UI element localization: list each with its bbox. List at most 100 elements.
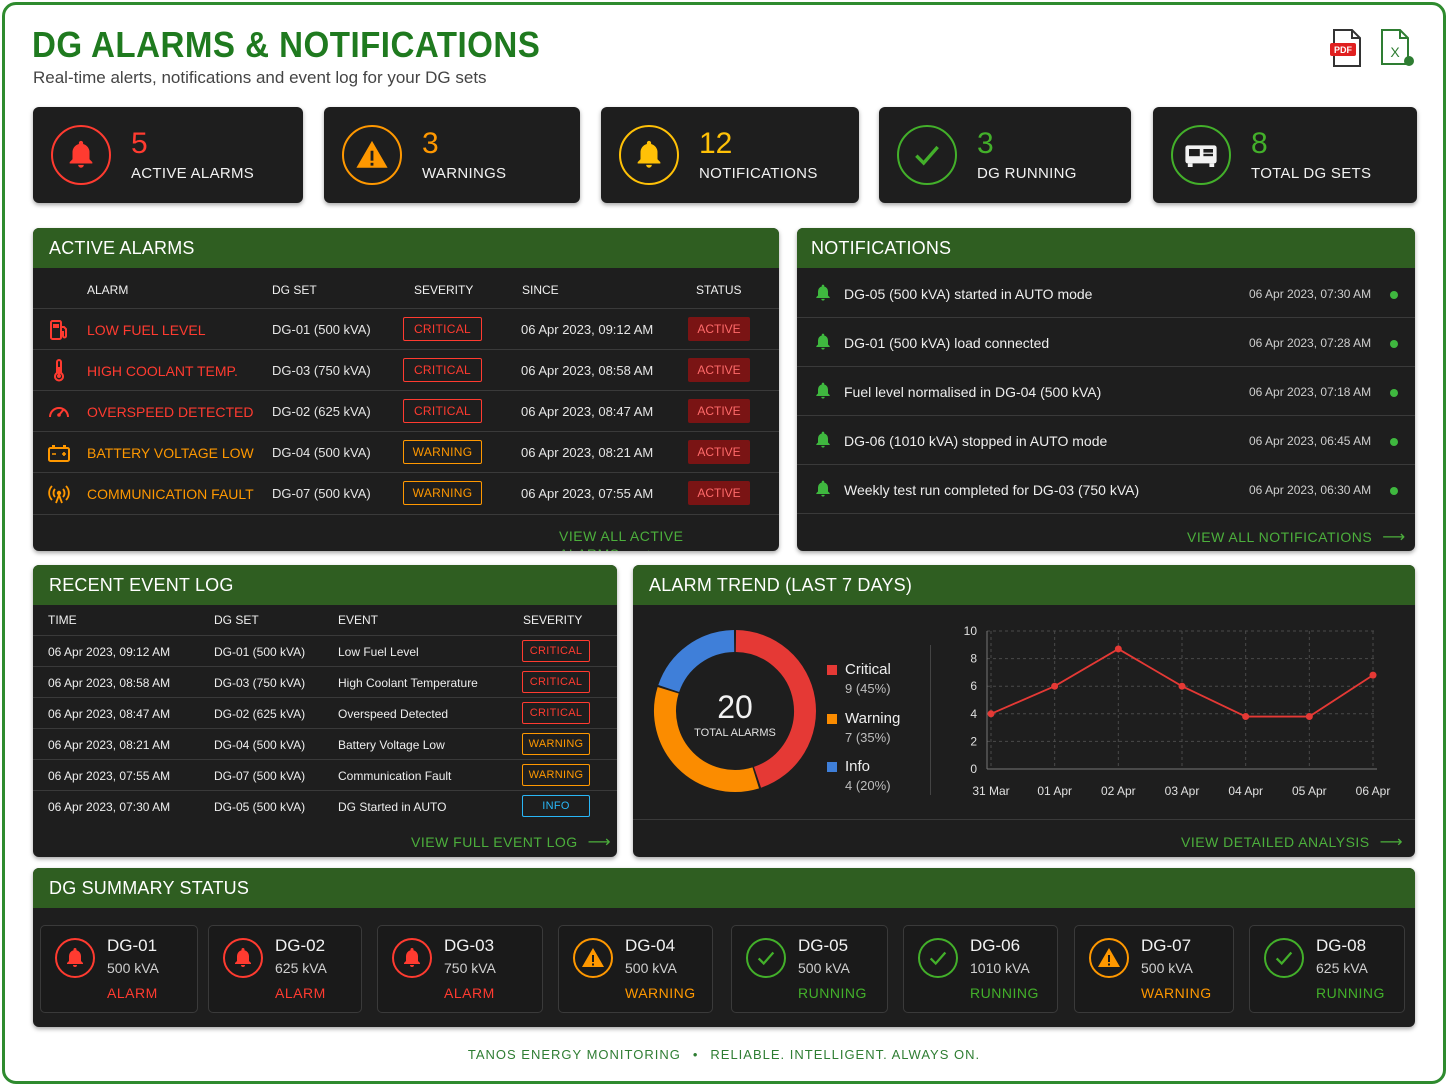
table-row[interactable]: 06 Apr 2023, 08:21 AM DG-04 (500 kVA) Ba… — [33, 728, 617, 759]
notification-time: 06 Apr 2023, 07:18 AM — [1249, 385, 1372, 399]
table-row[interactable]: 06 Apr 2023, 09:12 AM DG-01 (500 kVA) Lo… — [33, 635, 617, 666]
dg-capacity: 750 kVA — [444, 960, 496, 976]
dg-capacity: 500 kVA — [1141, 960, 1193, 976]
excel-file-icon: X — [1381, 29, 1414, 66]
svg-text:X: X — [1390, 44, 1400, 60]
check-icon — [746, 938, 786, 978]
severity-badge: WARNING — [522, 733, 590, 755]
table-row[interactable]: BATTERY VOLTAGE LOW DG-04 (500 kVA) WARN… — [33, 431, 779, 472]
view-full-event-log-link[interactable]: VIEW FULL EVENT LOG ⟶ — [411, 832, 611, 852]
alarm-since: 06 Apr 2023, 08:47 AM — [521, 404, 654, 419]
severity-badge: WARNING — [403, 481, 482, 505]
table-row[interactable]: COMMUNICATION FAULT DG-07 (500 kVA) WARN… — [33, 472, 779, 513]
thermometer-icon — [54, 359, 64, 382]
check-icon — [1264, 938, 1304, 978]
bell-icon — [816, 431, 830, 448]
export-excel-button[interactable]: X — [1378, 28, 1414, 68]
kpi-value: 12 — [699, 127, 733, 160]
table-footer — [33, 514, 779, 551]
view-all-active-alarms-link[interactable]: VIEW ALL ACTIVE ALARMS⟶ — [559, 528, 779, 551]
table-row[interactable]: LOW FUEL LEVEL DG-01 (500 kVA) CRITICAL … — [33, 308, 779, 349]
dg-card[interactable]: DG-02 625 kVA ALARM — [208, 925, 362, 1013]
event-name: Battery Voltage Low — [338, 738, 445, 752]
dg-capacity: 625 kVA — [275, 960, 327, 976]
active-alarms-panel: ACTIVE ALARMS ALARM DG SET SEVERITY SINC… — [33, 228, 779, 551]
notification-text: Weekly test run completed for DG-03 (750… — [844, 482, 1140, 498]
pdf-file-icon: PDF — [1330, 29, 1361, 67]
x-tick-label: 04 Apr — [1228, 784, 1263, 798]
dg-name: DG-08 — [1316, 936, 1367, 955]
page-title: DG ALARMS & NOTIFICATIONS — [32, 24, 541, 65]
dg-card[interactable]: DG-03 750 kVA ALARM — [377, 925, 543, 1013]
dg-card[interactable]: DG-06 1010 kVA RUNNING — [903, 925, 1058, 1013]
table-row[interactable]: 06 Apr 2023, 08:58 AM DG-03 (750 kVA) Hi… — [33, 666, 617, 697]
bell-icon — [619, 125, 679, 185]
dg-card[interactable]: DG-05 500 kVA RUNNING — [731, 925, 888, 1013]
donut-slice-critical — [735, 630, 816, 788]
alarm-since: 06 Apr 2023, 08:58 AM — [521, 363, 654, 378]
event-dg-set: DG-03 (750 kVA) — [214, 676, 306, 690]
trend-point — [1178, 682, 1186, 690]
bell-icon — [55, 938, 95, 978]
bell-icon — [223, 938, 263, 978]
bell-icon — [816, 333, 830, 350]
status-badge: ACTIVE — [688, 481, 750, 505]
severity-badge: CRITICAL — [522, 702, 590, 724]
dg-card[interactable]: DG-01 500 kVA ALARM — [40, 925, 198, 1013]
link-label: VIEW DETAILED ANALYSIS — [1181, 834, 1370, 850]
notification-text: DG-05 (500 kVA) started in AUTO mode — [844, 286, 1093, 302]
alarm-donut-chart — [654, 630, 816, 792]
column-header: ALARM — [87, 283, 129, 297]
table-row[interactable]: HIGH COOLANT TEMP. DG-03 (750 kVA) CRITI… — [33, 349, 779, 390]
dg-card[interactable]: DG-08 625 kVA RUNNING — [1249, 925, 1405, 1013]
kpi-notifications[interactable]: 12 NOTIFICATIONS — [601, 107, 859, 203]
trend-point — [987, 710, 995, 718]
alarm-dg-set: DG-02 (625 kVA) — [272, 404, 371, 419]
divider — [930, 645, 931, 795]
event-log-panel: RECENT EVENT LOG TIME DG SET EVENT SEVER… — [33, 565, 617, 857]
table-row[interactable]: 06 Apr 2023, 08:47 AM DG-02 (625 kVA) Ov… — [33, 697, 617, 728]
legend-swatch — [827, 762, 837, 772]
x-tick-label: 06 Apr — [1356, 784, 1391, 798]
kpi-active-alarms[interactable]: 5 ACTIVE ALARMS — [33, 107, 303, 203]
generator-icon — [1171, 125, 1231, 185]
table-row[interactable]: 06 Apr 2023, 07:30 AM DG-05 (500 kVA) DG… — [33, 790, 617, 821]
kpi-value: 3 — [977, 127, 994, 160]
notification-item[interactable]: DG-01 (500 kVA) load connected 06 Apr 20… — [797, 318, 1415, 367]
divider — [633, 819, 1415, 820]
event-name: Communication Fault — [338, 769, 452, 783]
notification-item[interactable]: Fuel level normalised in DG-04 (500 kVA)… — [797, 367, 1415, 416]
export-pdf-button[interactable]: PDF — [1328, 28, 1364, 68]
severity-badge: CRITICAL — [403, 358, 482, 382]
notification-item[interactable]: DG-05 (500 kVA) started in AUTO mode 06 … — [797, 269, 1415, 318]
dg-status: RUNNING — [1316, 985, 1385, 1001]
notification-item[interactable]: Weekly test run completed for DG-03 (750… — [797, 465, 1415, 514]
severity-badge: WARNING — [522, 764, 590, 786]
notification-time: 06 Apr 2023, 07:28 AM — [1249, 336, 1372, 350]
legend-swatch — [827, 665, 837, 675]
notification-time: 06 Apr 2023, 07:30 AM — [1249, 287, 1372, 301]
view-all-notifications-link[interactable]: VIEW ALL NOTIFICATIONS ⟶ — [1187, 527, 1406, 547]
kpi-value: 5 — [131, 127, 148, 160]
unread-dot — [1390, 487, 1398, 495]
table-row[interactable]: 06 Apr 2023, 07:55 AM DG-07 (500 kVA) Co… — [33, 759, 617, 790]
kpi-warnings[interactable]: 3 WARNINGS — [324, 107, 580, 203]
view-detailed-analysis-link[interactable]: VIEW DETAILED ANALYSIS ⟶ — [1181, 832, 1403, 852]
dg-card[interactable]: DG-07 500 kVA WARNING — [1074, 925, 1234, 1013]
dg-status: WARNING — [625, 985, 696, 1001]
status-badge: ACTIVE — [688, 317, 750, 341]
alarm-name: OVERSPEED DETECTED — [87, 404, 254, 420]
alarm-dg-set: DG-03 (750 kVA) — [272, 363, 371, 378]
dg-name: DG-02 — [275, 936, 326, 955]
arrow-right-icon: ⟶ — [630, 546, 653, 551]
notification-item[interactable]: DG-06 (1010 kVA) stopped in AUTO mode 06… — [797, 416, 1415, 465]
kpi-total-dg-sets[interactable]: 8 TOTAL DG SETS — [1153, 107, 1417, 203]
dg-card[interactable]: DG-04 500 kVA WARNING — [558, 925, 713, 1013]
table-row[interactable]: OVERSPEED DETECTED DG-02 (625 kVA) CRITI… — [33, 390, 779, 431]
unread-dot — [1390, 438, 1398, 446]
kpi-dg-running[interactable]: 3 DG RUNNING — [879, 107, 1131, 203]
check-icon — [897, 125, 957, 185]
status-badge: ACTIVE — [688, 358, 750, 382]
dg-capacity: 1010 kVA — [970, 960, 1030, 976]
warning-icon — [1089, 938, 1129, 978]
